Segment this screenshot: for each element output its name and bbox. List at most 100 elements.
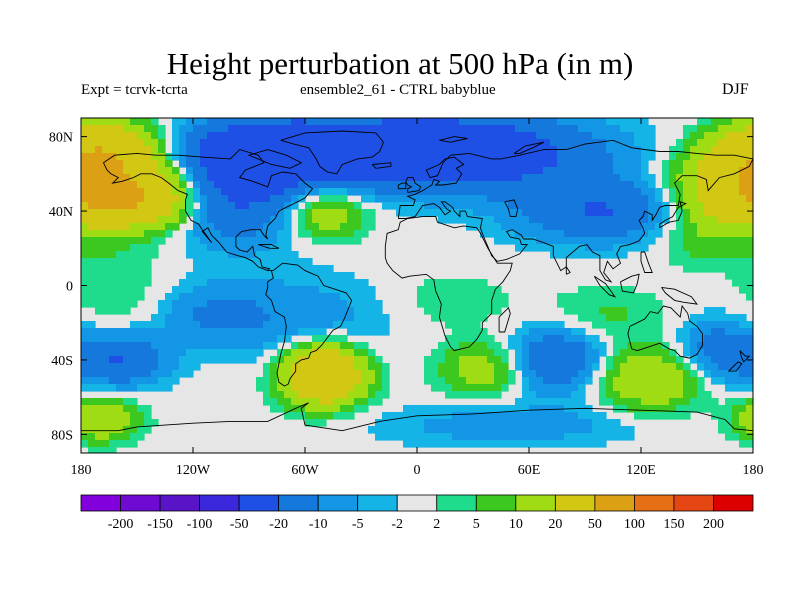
field-cell xyxy=(368,132,376,140)
field-cell xyxy=(732,349,740,357)
field-cell xyxy=(599,125,607,133)
field-cell xyxy=(578,174,586,182)
field-cell xyxy=(459,279,467,287)
field-cell xyxy=(725,139,733,147)
field-cell xyxy=(102,223,110,231)
field-cell xyxy=(452,146,460,154)
field-cell xyxy=(186,146,194,154)
field-cell xyxy=(410,125,418,133)
field-cell xyxy=(522,132,530,140)
field-cell xyxy=(438,286,446,294)
field-cell xyxy=(557,433,565,441)
contour-field xyxy=(81,118,753,453)
field-cell xyxy=(711,349,719,357)
field-cell xyxy=(571,335,579,343)
field-cell xyxy=(361,349,369,357)
field-cell xyxy=(102,153,110,161)
field-cell xyxy=(81,167,89,175)
field-cell xyxy=(522,426,530,434)
field-cell xyxy=(396,181,404,189)
field-cell xyxy=(88,363,96,371)
field-cell xyxy=(452,125,460,133)
field-cell xyxy=(578,440,586,448)
field-cell xyxy=(641,160,649,168)
field-cell xyxy=(704,265,712,273)
field-cell xyxy=(95,412,103,420)
field-cell xyxy=(655,300,663,308)
field-cell xyxy=(102,202,110,210)
field-cell xyxy=(326,202,334,210)
field-cell xyxy=(326,307,334,315)
field-cell xyxy=(221,314,229,322)
field-cell xyxy=(340,279,348,287)
field-cell xyxy=(361,216,369,224)
colorbar-label: -50 xyxy=(230,517,249,532)
field-cell xyxy=(725,272,733,280)
field-cell xyxy=(613,342,621,350)
field-cell xyxy=(606,356,614,364)
field-cell xyxy=(564,342,572,350)
field-cell xyxy=(711,412,719,420)
field-cell xyxy=(725,433,733,441)
field-cell xyxy=(81,405,89,413)
field-cell xyxy=(228,132,236,140)
field-cell xyxy=(95,153,103,161)
field-cell xyxy=(340,202,348,210)
field-cell xyxy=(501,195,509,203)
field-cell xyxy=(697,202,705,210)
field-cell xyxy=(319,419,327,427)
field-cell xyxy=(564,237,572,245)
field-cell xyxy=(578,433,586,441)
field-cell xyxy=(200,258,208,266)
field-cell xyxy=(116,139,124,147)
field-cell xyxy=(599,419,607,427)
field-cell xyxy=(711,342,719,350)
field-cell xyxy=(676,258,684,266)
field-cell xyxy=(543,363,551,371)
field-cell xyxy=(683,321,691,329)
field-cell xyxy=(305,181,313,189)
field-cell xyxy=(109,174,117,182)
field-cell xyxy=(529,202,537,210)
field-cell xyxy=(270,125,278,133)
field-cell xyxy=(242,223,250,231)
field-cell xyxy=(116,188,124,196)
field-cell xyxy=(613,405,621,413)
field-cell xyxy=(438,209,446,217)
field-cell xyxy=(179,363,187,371)
field-cell xyxy=(326,195,334,203)
field-cell xyxy=(102,209,110,217)
field-cell xyxy=(256,160,264,168)
field-cell xyxy=(109,363,117,371)
field-cell xyxy=(711,230,719,238)
field-cell xyxy=(137,230,145,238)
field-cell xyxy=(704,223,712,231)
field-cell xyxy=(634,370,642,378)
field-cell xyxy=(284,272,292,280)
field-cell xyxy=(130,377,138,385)
field-cell xyxy=(683,132,691,140)
field-cell xyxy=(627,363,635,371)
field-cell xyxy=(480,223,488,231)
field-cell xyxy=(242,132,250,140)
field-cell xyxy=(557,118,565,126)
field-cell xyxy=(326,167,334,175)
field-cell xyxy=(165,335,173,343)
field-cell xyxy=(116,342,124,350)
field-cell xyxy=(676,153,684,161)
field-cell xyxy=(193,160,201,168)
colorbar-swatch xyxy=(396,494,438,512)
field-cell xyxy=(641,363,649,371)
field-cell xyxy=(585,195,593,203)
field-cell xyxy=(578,244,586,252)
field-cell xyxy=(452,314,460,322)
coastline-africa xyxy=(384,216,513,352)
field-cell xyxy=(249,356,257,364)
field-cell xyxy=(648,307,656,315)
field-cell xyxy=(354,202,362,210)
field-cell xyxy=(529,188,537,196)
field-cell xyxy=(487,419,495,427)
field-cell xyxy=(669,181,677,189)
field-cell xyxy=(347,370,355,378)
field-cell xyxy=(368,356,376,364)
